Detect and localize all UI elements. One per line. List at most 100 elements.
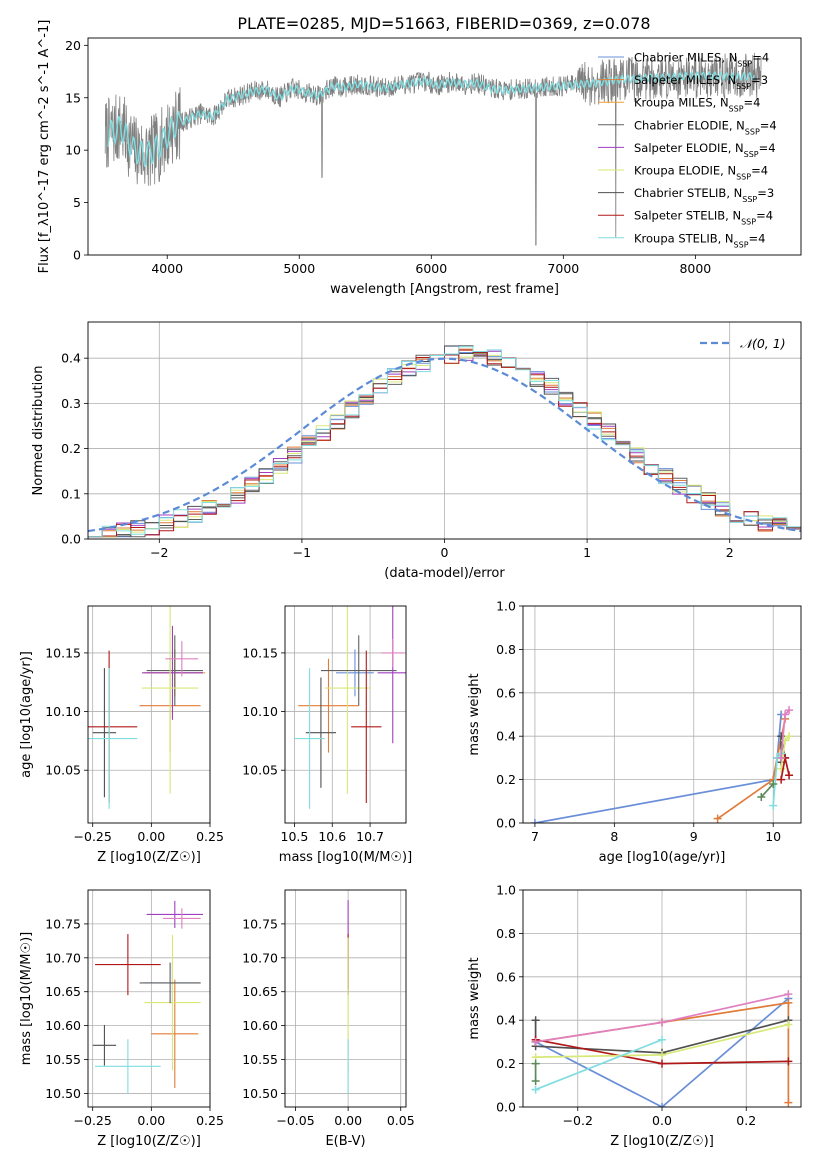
weight-marker [769, 801, 778, 810]
axes-spectrum: 4000 5000 6000 7000 8000 0 5 10 15 20 wavelength [… [37, 20, 802, 297]
x-axis-label: mass [log10(M/M☉)] [279, 850, 412, 865]
weight-marker [785, 771, 794, 780]
x-tick-label: 10.6 [318, 829, 346, 844]
axes-mass_weight_vs_age: 7 8 9 10 0.0 0.2 0.4 0.6 0.8 1.0 age [log10(age/yr… [467, 599, 802, 865]
y-tick-label: 0.6 [496, 685, 516, 700]
y-tick-label: 10.75 [45, 916, 81, 931]
y-tick-label: 0.3 [61, 396, 81, 411]
axes-frame [87, 37, 802, 256]
y-tick-label: 0.1 [61, 486, 81, 501]
y-tick-label: 0.8 [496, 642, 516, 657]
weight-marker [777, 753, 786, 762]
spectrum-model-line [107, 70, 755, 168]
weight-marker [784, 1098, 793, 1107]
y-axis-label: Normed distribution [31, 366, 46, 496]
axes-residuals: −2 −1 0 1 2 0.0 0.1 0.2 0.3 0.4 (data-model)/error… [31, 321, 802, 581]
x-tick-label: 9 [690, 829, 698, 844]
axes-age_vs_Z: −0.25 0.00 0.25 10.05 10.10 10.15 Z [log10(Z/Z… [19, 605, 224, 865]
weight-marker [781, 710, 790, 719]
x-axis-label: Z [log10(Z/Z☉)] [97, 850, 201, 865]
y-tick-label: 10.75 [242, 916, 278, 931]
y-axis-label: mass weight [467, 673, 482, 755]
y-tick-label: 0.2 [496, 1056, 516, 1071]
x-tick-label: −1 [293, 545, 311, 560]
weight-marker [784, 1020, 793, 1029]
weight-marker [713, 814, 722, 823]
x-tick-label: 0.2 [736, 1113, 756, 1128]
y-tick-label: 10.50 [45, 1086, 81, 1101]
axes-frame [522, 889, 802, 1108]
weight-marker [531, 1016, 540, 1025]
legend-label-1: Salpeter MILES, NSSP=3 [634, 73, 768, 91]
y-tick-label: 10.15 [45, 645, 81, 660]
y-tick-label: 10.10 [242, 704, 278, 719]
legend-label-3: Chabrier ELODIE, NSSP=4 [634, 118, 777, 136]
plot-marks [88, 345, 801, 539]
y-tick-label: 10.60 [242, 1018, 278, 1033]
y-tick-label: 1.0 [496, 599, 516, 614]
y-tick-label: 0.6 [496, 969, 516, 984]
weight-marker [658, 1050, 666, 1059]
y-axis-label: mass weight [467, 957, 482, 1039]
axes-mass_weight_vs_Z: −0.2 0.0 0.2 0.0 0.2 0.4 0.6 0.8 1.0 Z [log10(Z/Z… [467, 883, 802, 1149]
x-tick-label: 0 [441, 545, 449, 560]
y-tick-label: 1.0 [496, 883, 516, 898]
weight-marker [658, 1059, 666, 1068]
x-tick-label: 8000 [679, 261, 711, 276]
weight-marker [658, 1018, 666, 1027]
y-tick-label: 0.0 [496, 1100, 516, 1115]
x-tick-label: −0.05 [276, 1113, 314, 1128]
weight-marker [784, 990, 793, 999]
y-tick-label: 10.50 [242, 1086, 278, 1101]
x-tick-label: −2 [150, 545, 168, 560]
x-tick-label: 7 [531, 829, 539, 844]
y-axis-label: mass [log10(M/M☉)] [19, 932, 34, 1065]
y-tick-label: 0.2 [496, 772, 516, 787]
x-axis-label: Z [log10(Z/Z☉)] [610, 1134, 714, 1149]
spectrum-data-line [104, 52, 762, 246]
y-tick-label: 10.70 [242, 950, 278, 965]
x-tick-label: 0.0 [652, 1113, 672, 1128]
y-tick-label: 10.55 [242, 1052, 278, 1067]
axes-mass_vs_Z: −0.25 0.00 0.25 10.50 10.55 10.60 10.65 10.70 10… [19, 889, 224, 1149]
axes-mass_vs_ebv: −0.05 0.00 0.05 10.50 10.55 10.60 10.65 10.70 10… [242, 889, 415, 1149]
x-axis-label: E(B-V) [325, 1134, 365, 1149]
y-tick-label: 0.4 [496, 1013, 516, 1028]
weight-marker [658, 1103, 666, 1107]
plot-marks [92, 900, 203, 1094]
weight-marker [784, 998, 793, 1007]
x-tick-label: 0.25 [196, 829, 224, 844]
x-axis-label: age [log10(age/yr)] [599, 850, 726, 865]
x-axis-label: wavelength [Angstrom, rest frame] [330, 282, 559, 297]
x-tick-label: 0.00 [334, 1113, 362, 1128]
x-axis-label: Z [log10(Z/Z☉)] [97, 1134, 201, 1149]
x-tick-label: 5000 [283, 261, 315, 276]
y-tick-label: 10.60 [45, 1018, 81, 1033]
plot-marks [530, 706, 794, 823]
y-axis-label: Flux [f_λ10^-17 erg cm^-2 s^-1 A^-1] [37, 20, 52, 274]
y-tick-label: 0.0 [496, 816, 516, 831]
x-tick-label: 2 [726, 545, 734, 560]
weight-marker [757, 792, 766, 801]
legend-label-6: Chabrier STELIB, NSSP=3 [634, 186, 774, 204]
weight-marker [531, 1037, 540, 1046]
figure-title: PLATE=0285, MJD=51663, FIBERID=0369, z=0… [237, 14, 650, 33]
axes-age_vs_mass: 10.5 10.6 10.7 10.05 10.10 10.15 mass [log10(M… [242, 605, 412, 865]
histogram-2 [88, 345, 801, 539]
legend-label-7: Salpeter STELIB, NSSP=4 [634, 209, 773, 227]
y-tick-label: 10.65 [242, 984, 278, 999]
legend-label-5: Kroupa ELODIE, NSSP=4 [634, 164, 768, 182]
weight-marker [785, 706, 794, 715]
plot-marks [104, 52, 762, 246]
weight-marker [658, 1035, 666, 1044]
weight-marker [769, 779, 778, 788]
y-tick-label: 10 [65, 143, 81, 158]
weight-line-0 [534, 714, 782, 823]
y-tick-label: 0.0 [61, 532, 81, 547]
y-tick-label: 15 [65, 90, 81, 105]
weight-marker [531, 1059, 540, 1068]
x-tick-label: −0.25 [74, 1113, 112, 1128]
x-tick-label: 0.25 [196, 1113, 224, 1128]
